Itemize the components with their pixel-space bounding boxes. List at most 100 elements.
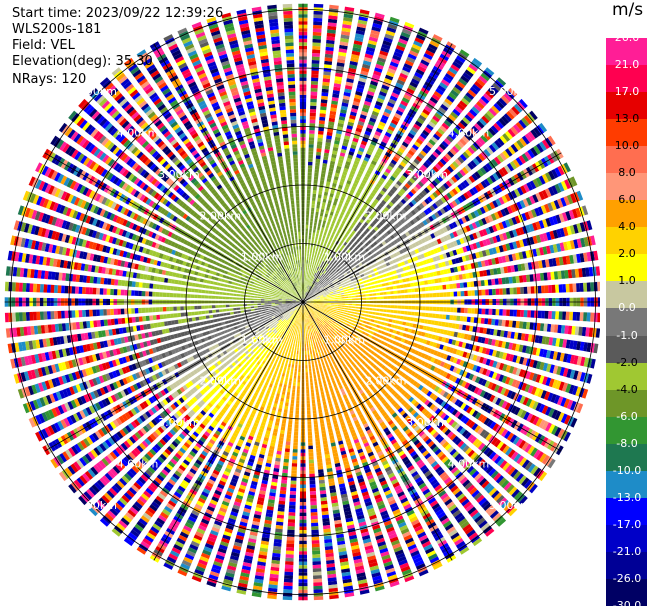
velocity-gate [320,304,324,305]
velocity-gate [308,274,310,278]
velocity-gate [316,155,321,159]
velocity-gate [310,113,316,117]
velocity-gate [481,280,485,286]
velocity-gate [307,271,308,275]
velocity-gate [379,313,383,316]
velocity-gate [431,279,435,284]
velocity-gate [313,190,317,194]
velocity-gate [324,447,329,451]
velocity-gate [305,348,307,352]
velocity-gate [566,284,570,293]
velocity-gate [316,262,318,266]
velocity-gate [552,311,556,319]
velocity-gate [336,312,340,314]
velocity-gate [303,313,304,317]
velocity-gate [306,281,307,285]
velocity-gate [319,413,323,417]
velocity-gate [387,292,391,295]
velocity-gate [318,194,322,198]
velocity-gate [312,254,314,258]
velocity-gate [314,301,318,302]
velocity-gate [330,293,334,295]
velocity-gate [380,292,384,295]
velocity-gate [309,137,314,141]
velocity-gate [320,260,323,264]
velocity-gate [352,298,356,300]
velocity-gate [311,393,314,397]
velocity-gate [331,300,335,301]
velocity-gate [324,386,328,390]
velocity-gate [434,321,438,326]
velocity-gate [314,427,318,431]
velocity-gate [346,324,350,327]
velocity-gate [308,326,310,330]
velocity-gate [313,28,322,32]
velocity-gate [306,372,308,376]
velocity-gate [321,501,328,505]
velocity-gate [308,165,312,169]
velocity-gate [406,322,410,326]
velocity-gate [307,253,309,257]
velocity-gate [371,282,375,285]
velocity-gate [338,324,342,327]
velocity-gate [513,310,517,317]
velocity-gate [307,407,311,411]
velocity-gate [425,313,429,317]
velocity-gate [340,311,344,313]
velocity-gate [360,274,364,277]
velocity-gate [322,224,325,228]
velocity-gate [410,317,414,321]
velocity-gate [411,312,415,316]
velocity-gate [450,292,454,297]
velocity-gate [312,197,316,201]
velocity-gate [318,263,321,267]
velocity-gate [312,265,314,269]
velocity-gate [333,310,337,312]
velocity-gate [314,254,316,258]
velocity-gate [319,248,322,252]
velocity-gate [498,320,502,327]
velocity-gate [306,376,309,380]
velocity-gate [305,326,306,330]
velocity-gate [391,296,395,299]
velocity-gate [343,314,347,316]
velocity-gate [352,306,356,308]
velocity-gate [312,368,315,372]
velocity-gate [509,320,513,327]
velocity-gate [350,316,354,319]
velocity-gate [372,289,376,292]
velocity-gate [395,320,399,324]
velocity-gate [380,309,384,312]
velocity-gate [309,144,314,148]
velocity-gate [306,379,309,383]
velocity-gate [386,314,390,317]
velocity-gate [348,294,352,296]
velocity-gate [384,278,388,282]
velocity-gate [328,303,332,304]
velocity-gate [306,323,307,327]
velocity-gate [341,305,345,307]
velocity-gate [573,312,577,321]
velocity-gate [327,304,331,305]
velocity-gate [314,222,317,226]
ppi-plot: 1.00km2.00km3.00km4.00km5.00km1.00km2.00… [0,0,600,607]
velocity-gate [326,244,329,248]
velocity-gate [369,311,373,314]
velocity-gate [321,430,326,434]
velocity-gate [502,278,506,285]
velocity-gate [334,298,338,299]
velocity-gate [304,281,305,285]
velocity-gate [314,303,318,304]
velocity-gate [307,190,311,194]
velocity-gate [320,300,324,301]
velocity-gate [307,344,309,348]
velocity-gate [419,294,423,298]
velocity-gate [307,411,311,415]
velocity-gate [305,281,306,285]
velocity-gate [323,529,331,533]
velocity-gate [324,357,327,361]
velocity-gate [304,285,305,289]
velocity-gate [308,172,312,176]
velocity-gate [531,286,535,293]
velocity-gate [496,309,500,315]
